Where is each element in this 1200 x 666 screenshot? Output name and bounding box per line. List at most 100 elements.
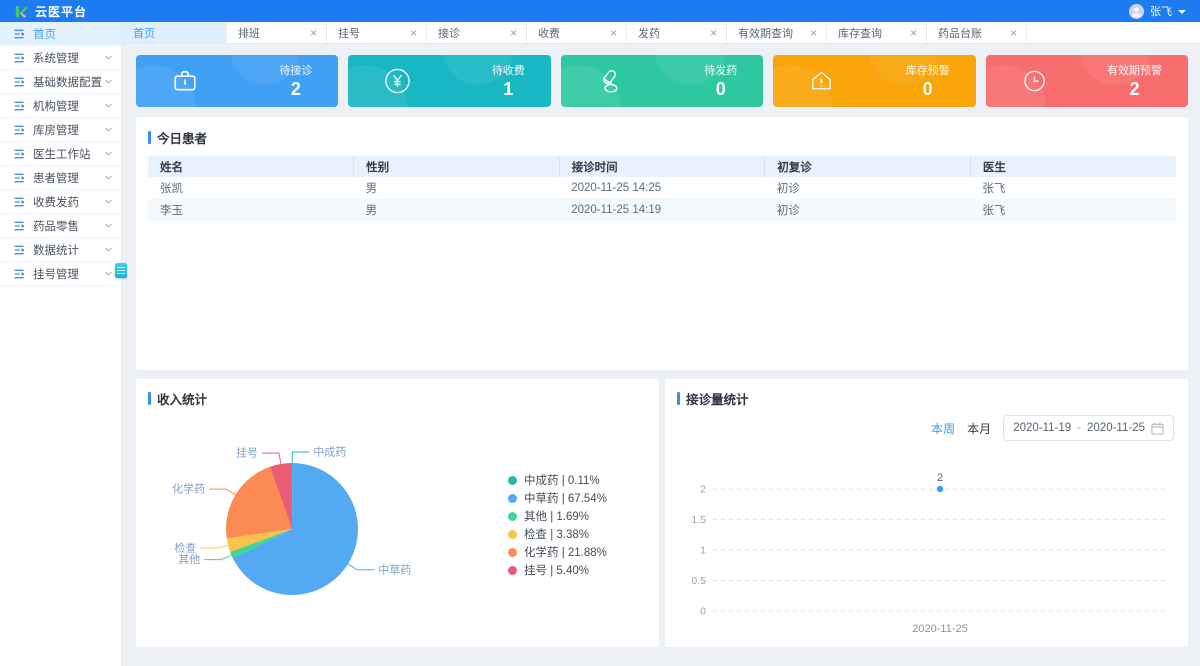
y-tick-label: 1.5 [691, 514, 706, 526]
chevron-down-icon [104, 77, 113, 86]
this-month-button[interactable]: 本月 [967, 421, 992, 436]
table-cell: 2020-11-25 14:19 [571, 204, 662, 216]
sidebar-item-label: 医生工作站 [33, 148, 91, 161]
chevron-down-icon [104, 269, 113, 278]
menu-icon [13, 196, 25, 208]
user-menu[interactable]: 张飞 [1129, 3, 1186, 19]
table-header-cell: 性别 [353, 156, 560, 177]
yen-icon [384, 68, 411, 95]
menu-icon [13, 28, 25, 40]
sidebar-item-label: 首页 [33, 28, 56, 41]
sidebar-item-3[interactable]: 机构管理 [0, 94, 121, 118]
legend-label: 其他 | 1.69% [524, 511, 589, 523]
income-stats-panel: 收入统计 中成药 中草药 其他 检查 化学药 挂号 中成药 | 0.11% 中草药 | 67… [136, 379, 659, 647]
pie-legend: 中成药 | 0.11% 中草药 | 67.54% 其他 | 1.69% 检查 | 3.… [508, 471, 607, 579]
sidebar-item-6[interactable]: 患者管理 [0, 166, 121, 190]
stat-card-pending-consult[interactable]: 待接诊 2 [136, 55, 339, 107]
tab-3[interactable]: 接诊 × [427, 22, 527, 43]
close-icon[interactable]: × [609, 25, 617, 40]
sidebar-item-label: 数据统计 [33, 244, 79, 257]
pie-label: 中草药 [378, 563, 411, 576]
pie-slice-检查 [226, 529, 292, 552]
legend-item-化学药[interactable]: 化学药 | 21.88% [508, 543, 607, 561]
user-avatar [1129, 3, 1144, 19]
this-week-button[interactable]: 本周 [931, 421, 956, 436]
legend-dot [508, 547, 517, 557]
legend-item-其他[interactable]: 其他 | 1.69% [508, 507, 607, 525]
visits-stats-title: 接诊量统计 [686, 393, 749, 407]
close-icon[interactable]: × [809, 25, 817, 40]
table-cell: 张飞 [982, 205, 1006, 217]
chevron-down-icon [1178, 9, 1186, 14]
stat-card-label: 有效期预警 [1107, 65, 1163, 77]
sidebar-item-10[interactable]: 挂号管理 [0, 262, 121, 286]
tab-4[interactable]: 收费 × [527, 22, 627, 43]
close-icon[interactable]: × [1009, 25, 1017, 40]
stat-cards-row: 待接诊 2 待收费 1 待发药 0 库存预警 0 有效期预警 2 [136, 55, 1189, 107]
app-title: 云医平台 [35, 4, 88, 19]
sidebar-item-2[interactable]: 基础数据配置 [0, 70, 121, 94]
tab-label: 发药 [638, 27, 660, 40]
tab-0[interactable]: 首页 [122, 22, 227, 43]
stat-card-pending-charge[interactable]: 待收费 1 [348, 55, 551, 107]
sidebar: 首页系统管理基础数据配置机构管理 库房管理医生工作站患者管理 收费发药 药品零售数据统… [0, 22, 127, 666]
pie-label: 化学药 [172, 482, 205, 496]
pie-label: 检查 [174, 541, 196, 555]
menu-icon [13, 100, 25, 112]
title-accent-bar [677, 392, 680, 405]
date-separator: - [1077, 422, 1082, 434]
legend-item-检查[interactable]: 检查 | 3.38% [508, 525, 607, 543]
stat-card-expiry-warning[interactable]: 有效期预警 2 [985, 55, 1189, 107]
legend-item-中成药[interactable]: 中成药 | 0.11% [508, 471, 607, 489]
tab-6[interactable]: 有效期查询 × [727, 22, 827, 43]
medkit-icon [172, 68, 198, 94]
x-tick-label: 2020-11-25 [912, 623, 967, 635]
menu-icon [13, 172, 25, 184]
table-cell: 李玉 [160, 205, 183, 217]
tab-2[interactable]: 挂号 × [327, 22, 427, 43]
table-header-cell: 医生 [969, 156, 1176, 177]
top-header: 云医平台 张飞 [0, 0, 1200, 22]
sidebar-item-8[interactable]: 药品零售 [0, 214, 121, 238]
visits-line-chart: 0 0.5 1 1.5 2 2 2020-11-25 [691, 472, 1167, 635]
tab-8[interactable]: 药品台账 × [927, 22, 1027, 43]
sidebar-item-4[interactable]: 库房管理 [0, 118, 121, 142]
clock-icon [1022, 69, 1047, 94]
close-icon[interactable]: × [309, 25, 317, 40]
pie-label: 其他 [178, 553, 200, 566]
sidebar-item-9[interactable]: 数据统计 [0, 238, 121, 262]
close-icon[interactable]: × [409, 25, 417, 40]
tab-7[interactable]: 库存查询 × [827, 22, 927, 43]
sidebar-item-7[interactable]: 收费发药 [0, 190, 121, 214]
sidebar-collapse-handle[interactable] [115, 263, 127, 278]
stat-card-pending-dispense[interactable]: 待发药 0 [560, 55, 764, 107]
main-content: 待接诊 2 待收费 1 待发药 0 库存预警 0 有效期预警 2 今日患者 姓名 性别 接诊时间 初复诊… [122, 44, 1200, 666]
close-icon[interactable]: × [509, 25, 517, 40]
menu-icon [13, 220, 25, 232]
stat-card-value: 0 [922, 79, 933, 99]
legend-label: 挂号 | 5.40% [524, 565, 589, 577]
chevron-down-icon [104, 125, 113, 134]
pie-label: 中成药 [313, 446, 346, 459]
close-icon[interactable]: × [909, 25, 917, 40]
stat-card-value: 0 [715, 79, 726, 99]
table-cell: 男 [365, 183, 378, 195]
close-icon[interactable]: × [709, 25, 717, 40]
menu-icon [13, 76, 25, 88]
sidebar-item-1[interactable]: 系统管理 [0, 46, 121, 70]
legend-item-挂号[interactable]: 挂号 | 5.40% [508, 561, 607, 579]
stat-card-stock-warning[interactable]: 库存预警 0 [773, 55, 976, 107]
tab-5[interactable]: 发药 × [627, 22, 727, 43]
sidebar-item-5[interactable]: 医生工作站 [0, 142, 121, 166]
tab-1[interactable]: 排班 × [227, 22, 327, 43]
tab-label: 有效期查询 [738, 27, 793, 40]
panel-title: 今日患者 [148, 128, 1176, 147]
sidebar-item-0[interactable]: 首页 [0, 22, 121, 46]
menu-icon [13, 124, 25, 136]
date-range-input[interactable]: 2020-11-19 - 2020-11-25 [1003, 415, 1174, 441]
panel-title: 收入统计 [148, 389, 647, 408]
menu-icon [13, 52, 25, 64]
sidebar-item-label: 基础数据配置 [33, 76, 102, 89]
legend-item-中草药[interactable]: 中草药 | 67.54% [508, 489, 607, 507]
patients-table: 姓名 性别 接诊时间 初复诊 医生 张凯男 2020-11-25 14:25 初诊 张飞 李玉男… [148, 156, 1176, 221]
